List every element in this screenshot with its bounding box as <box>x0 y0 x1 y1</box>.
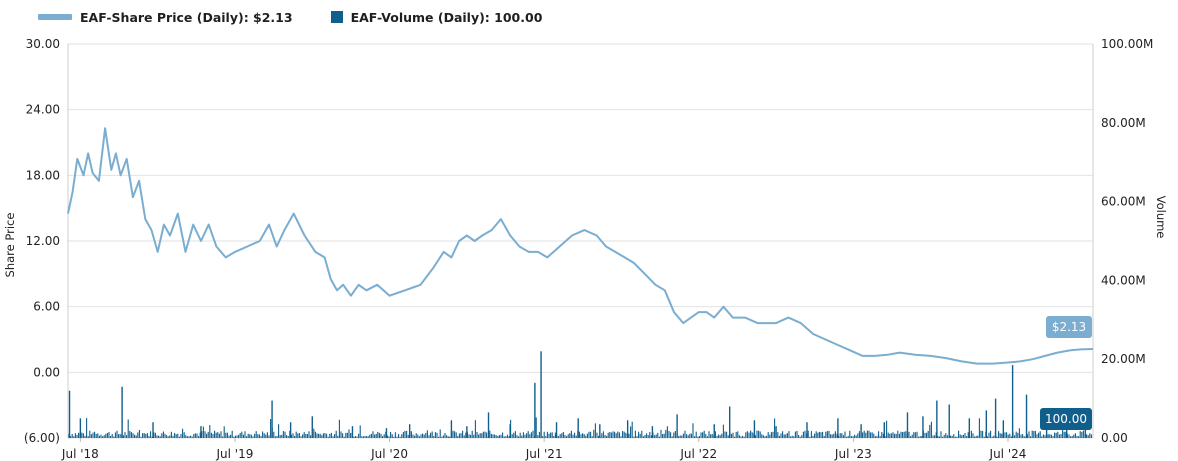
volume-callout-label: 100.00 <box>1045 412 1087 426</box>
y-left-tick-label: 0.00 <box>33 365 60 379</box>
y-left-tick-label: 6.00 <box>33 300 60 314</box>
legend-swatch-volume <box>330 11 343 23</box>
legend-label-share-price: EAF-Share Price (Daily): $2.13 <box>80 9 293 25</box>
y-left-tick-label: 12.00 <box>26 234 60 248</box>
volume-callout-box <box>1040 408 1092 430</box>
legend-item-share-price[interactable]: EAF-Share Price (Daily): $2.13 <box>38 10 293 25</box>
y-left-axis-title: Share Price <box>3 213 17 278</box>
y-left-tick-label: 18.00 <box>26 168 60 182</box>
x-tick-label: Jul '20 <box>370 447 408 461</box>
y-right-axis-title: Volume <box>1154 196 1168 239</box>
price-callout-box <box>1046 316 1092 339</box>
share-price-series-line <box>67 127 1094 365</box>
y-right-tick-label: 40.00M <box>1101 273 1146 287</box>
x-tick-label: Jul '18 <box>61 447 99 461</box>
y-right-tick-label: 60.00M <box>1101 195 1146 209</box>
price-callout-label: $2.13 <box>1052 320 1086 334</box>
y-left-tick-label: 24.00 <box>26 103 60 117</box>
y-right-tick-label: 0.00 <box>1101 431 1128 445</box>
legend-swatch-share-price <box>38 14 72 20</box>
y-right-tick-label: 100.00M <box>1101 37 1153 51</box>
legend-label-volume: EAF-Volume (Daily): 100.00 <box>350 9 543 25</box>
volume-series-bars <box>68 417 1092 438</box>
y-left-tick-label: (6.00) <box>24 431 60 445</box>
y-left-tick-label: 30.00 <box>26 37 60 51</box>
y-right-tick-label: 80.00M <box>1101 116 1146 130</box>
x-tick-label: Jul '19 <box>216 447 254 461</box>
chart-legend: EAF-Share Price (Daily): $2.13 EAF-Volum… <box>38 8 580 26</box>
x-tick-label: Jul '23 <box>834 447 872 461</box>
x-tick-label: Jul '21 <box>525 447 563 461</box>
x-tick-label: Jul '22 <box>679 447 717 461</box>
x-tick-label: Jul '24 <box>989 447 1027 461</box>
y-right-tick-label: 20.00M <box>1101 352 1146 366</box>
legend-item-volume[interactable]: EAF-Volume (Daily): 100.00 <box>330 9 543 25</box>
